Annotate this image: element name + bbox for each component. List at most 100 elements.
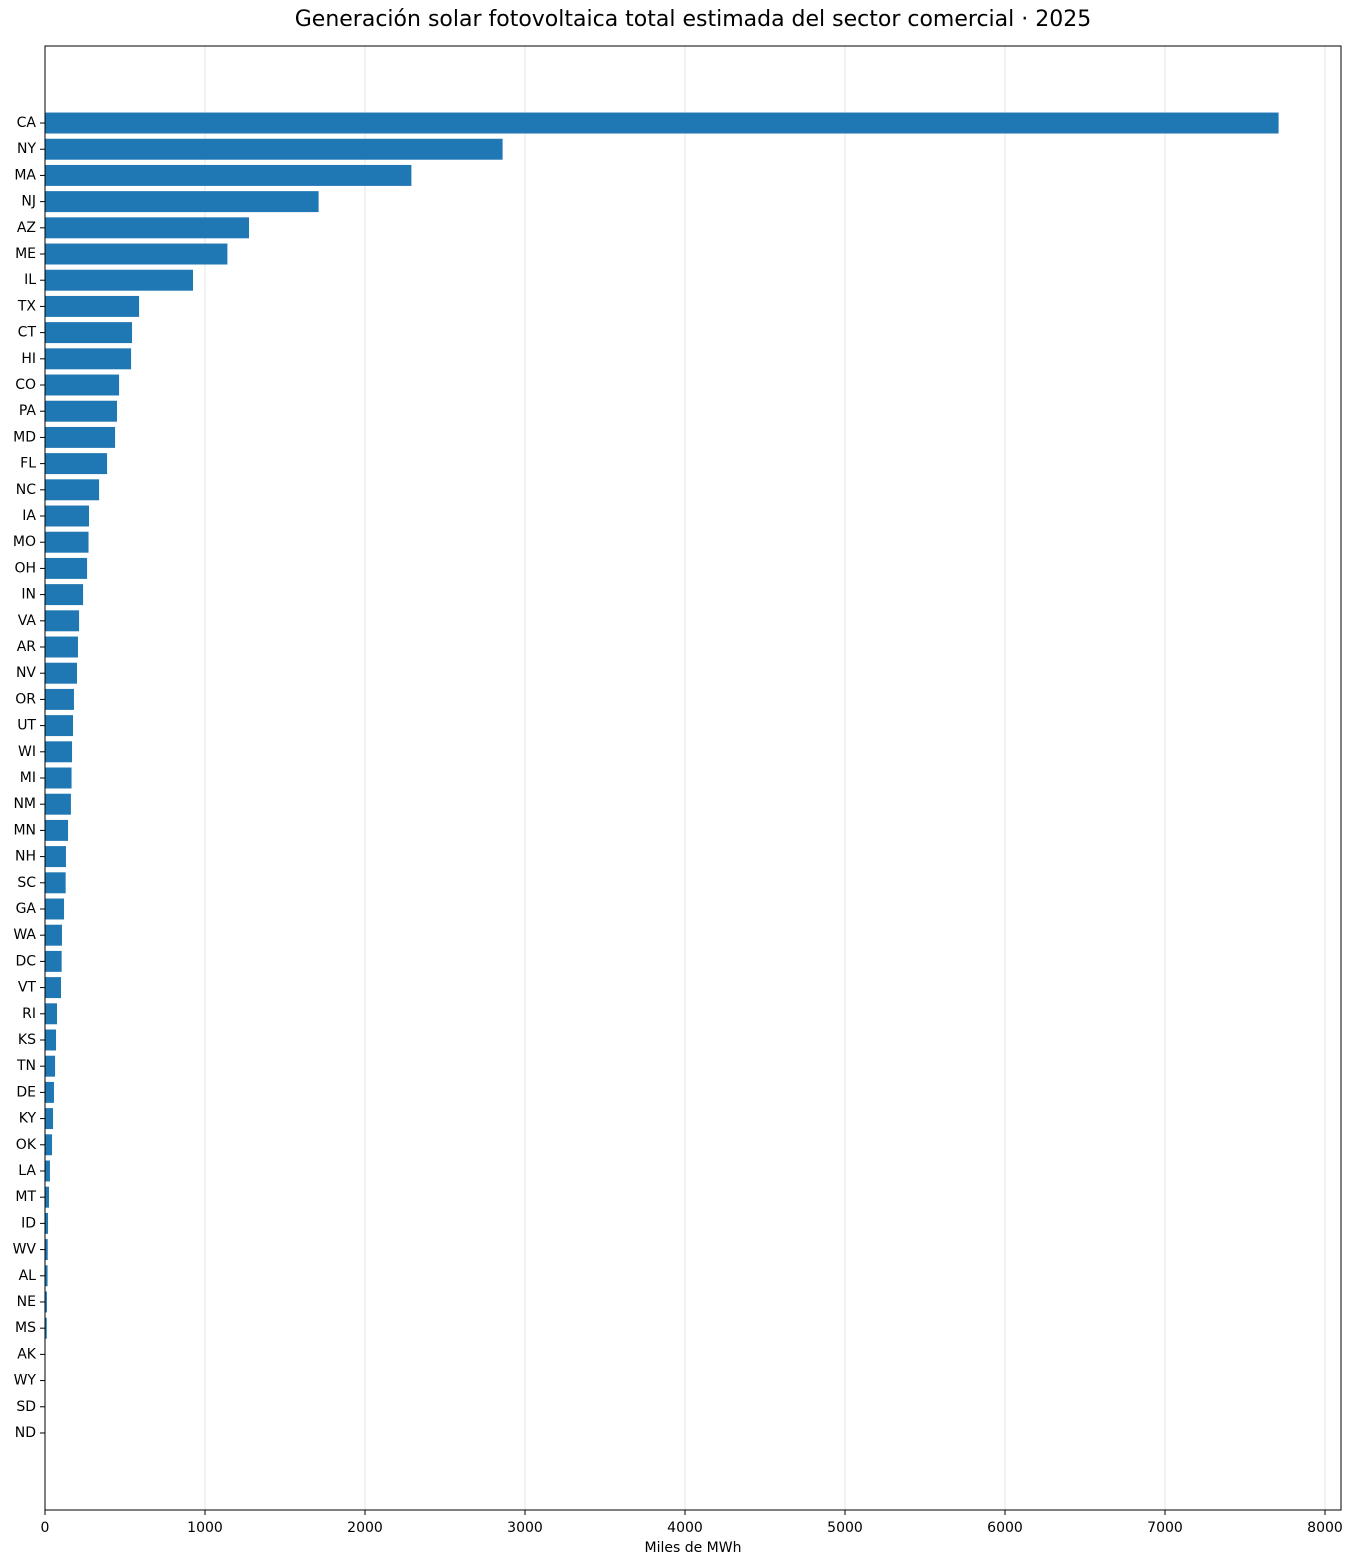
y-tick-label: OR (15, 691, 36, 707)
x-tick-label: 4000 (667, 1520, 703, 1536)
y-tick-label: AL (19, 1268, 37, 1284)
y-tick-label: WV (13, 1242, 37, 1258)
bar (45, 1212, 49, 1234)
y-tick-label: MO (13, 534, 36, 550)
bar (45, 898, 65, 920)
y-tick-label: OH (14, 560, 36, 576)
y-tick-label: ID (21, 1215, 36, 1231)
bar (45, 767, 72, 789)
bar (45, 741, 73, 763)
bar (45, 112, 1279, 134)
bar (45, 924, 62, 946)
y-tick-label: IA (22, 508, 36, 524)
y-tick-label: KS (18, 1032, 36, 1048)
bar (45, 426, 116, 448)
bar (45, 138, 503, 160)
bar (45, 584, 84, 606)
y-tick-label: NJ (21, 194, 36, 210)
y-tick-label: IN (21, 587, 36, 603)
x-tick-label: 6000 (987, 1520, 1023, 1536)
x-tick-label: 1000 (187, 1520, 223, 1536)
bar (45, 1160, 50, 1182)
bar (45, 636, 78, 658)
y-tick-label: GA (16, 901, 37, 917)
bar (45, 1317, 47, 1339)
bar (45, 662, 77, 684)
y-tick-label: CA (17, 115, 37, 131)
x-tick-label: 5000 (827, 1520, 863, 1536)
y-tick-label: HI (21, 351, 36, 367)
y-tick-label: RI (22, 1006, 36, 1022)
bar (45, 557, 88, 579)
bar (45, 374, 120, 396)
bar (45, 688, 74, 710)
y-tick-label: DE (16, 1084, 36, 1100)
bar (45, 1003, 57, 1025)
y-tick-label: AZ (17, 220, 36, 236)
y-tick-label: MA (14, 167, 36, 183)
x-axis-label: Miles de MWh (645, 1540, 742, 1556)
bar (45, 1291, 47, 1313)
y-tick-label: OK (16, 1137, 37, 1153)
bar (45, 793, 71, 815)
plot-frame (44, 45, 1342, 1511)
y-tick-label: KY (19, 1111, 37, 1127)
y-tick-label: MN (13, 822, 36, 838)
bar (45, 164, 412, 186)
y-tick-label: MS (15, 1320, 36, 1336)
bar (45, 1055, 56, 1077)
y-tick-label: WI (18, 744, 36, 760)
y-tick-label: MD (13, 429, 36, 445)
bar (45, 1134, 53, 1156)
y-tick-label: AK (17, 1346, 37, 1362)
bar (45, 715, 73, 737)
bar (45, 1108, 53, 1130)
y-tick-label: ME (15, 246, 36, 262)
y-tick-label: AR (17, 639, 37, 655)
y-tick-label: VA (18, 613, 37, 629)
y-tick-label: NE (17, 1294, 36, 1310)
y-tick-label: NY (17, 141, 36, 157)
y-tick-label: TX (17, 298, 37, 314)
y-tick-label: WA (13, 927, 36, 943)
bar (45, 1265, 48, 1287)
y-tick-label: NM (13, 796, 36, 812)
bar (45, 243, 228, 265)
y-tick-label: MT (15, 1189, 36, 1205)
x-tick-label: 2000 (347, 1520, 383, 1536)
y-tick-label: WY (14, 1373, 37, 1389)
y-tick-label: ND (15, 1425, 36, 1441)
bar (45, 1029, 57, 1051)
bar (45, 531, 89, 553)
x-tick-label: 8000 (1307, 1520, 1343, 1536)
y-tick-label: LA (18, 1163, 36, 1179)
x-tick-label: 3000 (507, 1520, 543, 1536)
bar (45, 269, 193, 291)
y-tick-label: DC (15, 953, 36, 969)
bar (45, 348, 132, 370)
bar (45, 453, 108, 475)
y-tick-label: IL (24, 272, 36, 288)
bar (45, 1081, 54, 1103)
y-tick-label: FL (20, 456, 36, 472)
y-tick-label: SC (17, 875, 36, 891)
y-tick-label: NH (15, 849, 36, 865)
bar (45, 950, 62, 972)
bar (45, 479, 100, 501)
y-tick-label: CT (18, 325, 37, 341)
x-tick-label: 7000 (1147, 1520, 1183, 1536)
chart-title: Generación solar fotovoltaica total esti… (295, 7, 1091, 32)
y-tick-label: VT (18, 980, 37, 996)
bar (45, 977, 61, 999)
x-tick-label: 0 (41, 1520, 50, 1536)
bar (45, 400, 117, 422)
bar (45, 295, 140, 317)
bar (45, 322, 133, 344)
bar (45, 505, 89, 527)
y-tick-label: UT (17, 718, 36, 734)
y-tick-label: CO (15, 377, 36, 393)
y-tick-label: PA (19, 403, 37, 419)
bar (45, 1186, 49, 1208)
bar (45, 872, 66, 894)
